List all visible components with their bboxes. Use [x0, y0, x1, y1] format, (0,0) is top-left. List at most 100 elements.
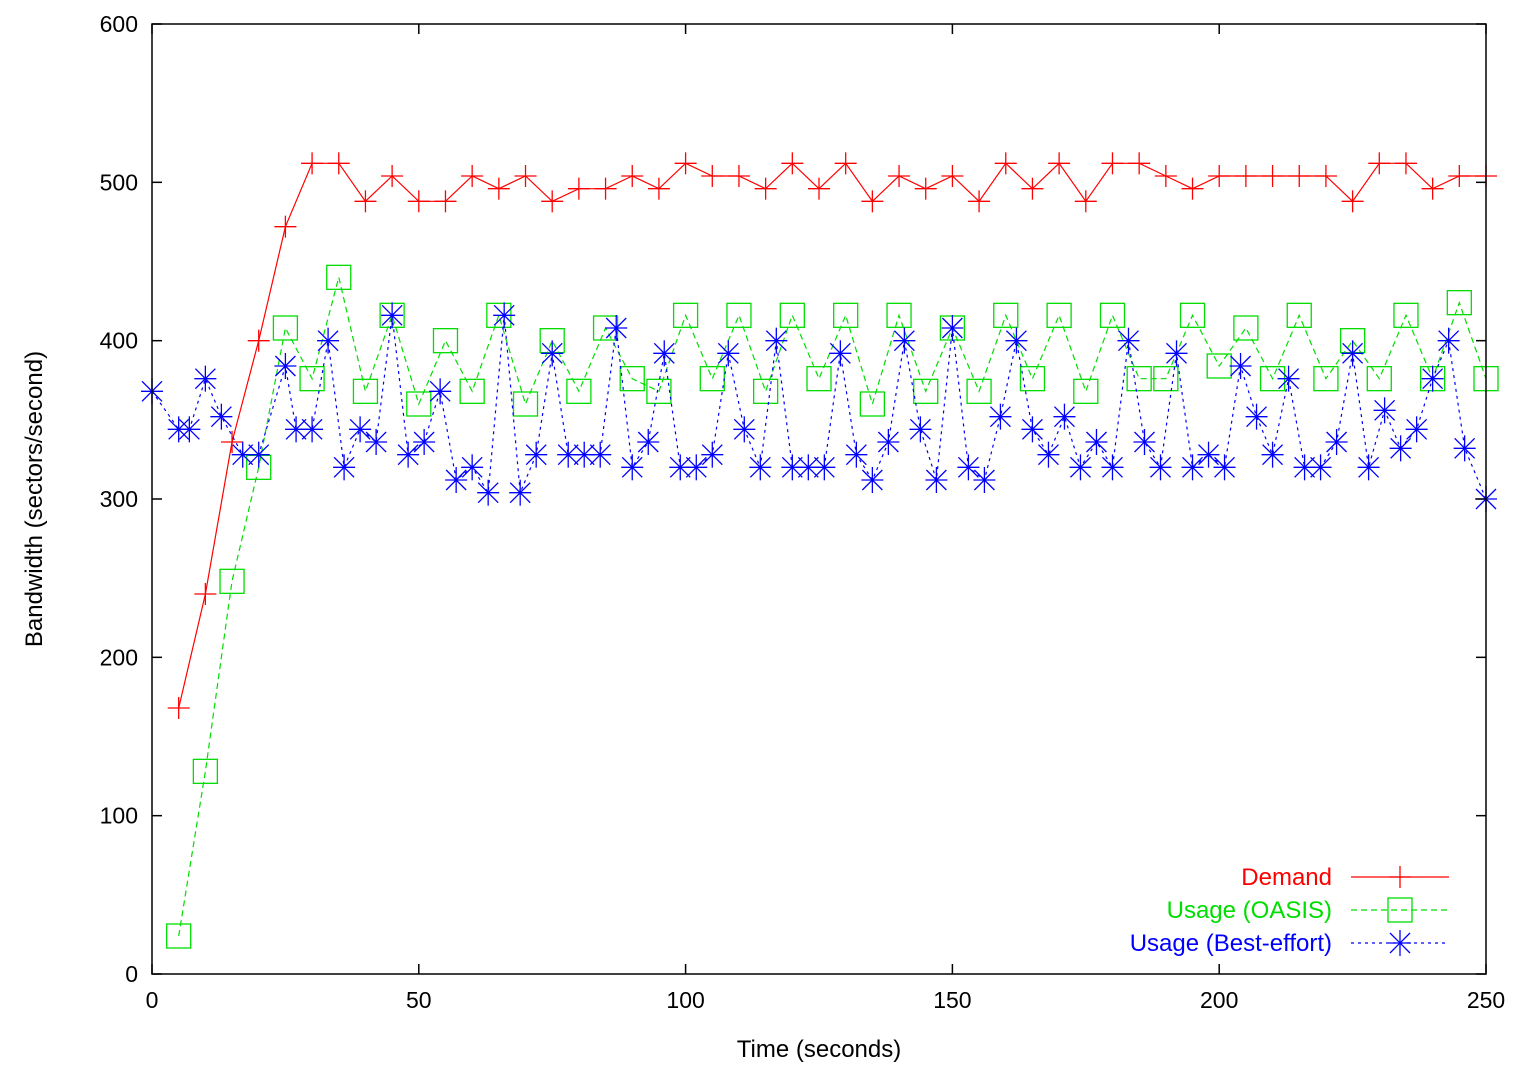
data-point [647, 177, 670, 200]
data-point [1288, 165, 1311, 187]
data-point [589, 441, 612, 468]
data-point [1446, 290, 1472, 316]
y-tick-label: 400 [100, 328, 138, 354]
data-point [512, 391, 539, 417]
data-point [247, 441, 270, 468]
series-line [178, 277, 1487, 937]
data-point [274, 353, 297, 379]
data-point [1005, 327, 1028, 354]
data-point [1037, 441, 1060, 468]
data-point [1393, 302, 1419, 328]
data-point [567, 177, 590, 200]
data-point [413, 429, 436, 455]
data-point [1181, 454, 1204, 481]
x-tick-label: 50 [406, 987, 432, 1013]
data-point [1325, 429, 1348, 455]
data-point [621, 454, 644, 481]
data-point [365, 429, 388, 455]
legend-label: Demand [1241, 864, 1332, 891]
data-point [781, 152, 804, 175]
data-point [1277, 365, 1300, 392]
data-point [1126, 366, 1152, 392]
series-line [151, 315, 1487, 500]
data-point [701, 165, 724, 187]
data-point [672, 302, 699, 328]
x-tick-label: 100 [666, 987, 704, 1013]
y-tick-label: 200 [100, 644, 138, 670]
y-tick-label: 300 [100, 486, 138, 512]
data-point [914, 177, 937, 200]
data-point [178, 416, 201, 443]
data-point [1179, 302, 1206, 328]
data-point [646, 378, 672, 404]
data-point [349, 416, 372, 443]
data-point [333, 454, 356, 481]
data-point [194, 365, 217, 392]
data-point [621, 165, 644, 187]
data-point [1453, 435, 1476, 462]
data-point [893, 327, 916, 354]
data-point [888, 165, 911, 187]
data-point [493, 302, 516, 329]
data-point [829, 340, 852, 367]
y-axis-title: Bandwidth (sectors/second) [21, 351, 48, 647]
data-point [1448, 165, 1471, 187]
data-point [1313, 366, 1339, 392]
data-point [717, 340, 740, 367]
data-point [861, 467, 884, 493]
data-point [247, 329, 270, 352]
data-point [1286, 302, 1312, 328]
x-tick-label: 0 [146, 987, 159, 1013]
data-point [566, 378, 592, 404]
data-point [459, 378, 485, 404]
data-point [397, 441, 420, 468]
data-point [941, 165, 964, 187]
data-point [886, 302, 912, 328]
data-point [925, 467, 948, 493]
data-point [1149, 454, 1172, 481]
data-point [833, 302, 859, 328]
data-point [813, 454, 836, 481]
data-point [1387, 897, 1413, 923]
data-point [541, 190, 564, 213]
data-point [381, 165, 404, 187]
plot-frame [151, 23, 1487, 975]
data-point [1389, 435, 1412, 462]
data-point [381, 302, 404, 329]
data-point [653, 340, 676, 367]
legend: Demand Usage (OASIS) Usage (Best-effort) [1130, 864, 1449, 957]
data-point [477, 479, 500, 506]
data-point [752, 378, 779, 404]
y-tick-label: 100 [100, 803, 138, 829]
data-point [1357, 454, 1380, 481]
data-point [1197, 441, 1220, 468]
data-point [993, 302, 1019, 328]
data-point [1421, 177, 1444, 200]
data-point [301, 152, 324, 175]
x-axis-title: Time (seconds) [737, 1036, 901, 1063]
data-point [194, 583, 217, 605]
data-point [699, 366, 725, 392]
data-point [941, 315, 964, 341]
data-point [1165, 340, 1188, 367]
y-tick-label: 600 [100, 11, 138, 37]
data-point [1229, 353, 1252, 379]
data-point [1021, 177, 1044, 200]
data-point [221, 431, 244, 453]
data-point [859, 391, 886, 417]
data-point [429, 378, 452, 405]
x-tick-label: 200 [1200, 987, 1238, 1013]
data-point [957, 454, 980, 481]
data-point [994, 152, 1017, 175]
data-point [525, 441, 548, 468]
series-line [178, 162, 1486, 709]
data-point [352, 378, 379, 404]
data-point [274, 215, 297, 238]
data-point [1261, 441, 1284, 468]
data-point [509, 479, 532, 506]
data-point [1069, 454, 1092, 481]
data-point [1101, 454, 1124, 481]
series-layer [141, 152, 1499, 949]
data-point [1368, 152, 1391, 175]
